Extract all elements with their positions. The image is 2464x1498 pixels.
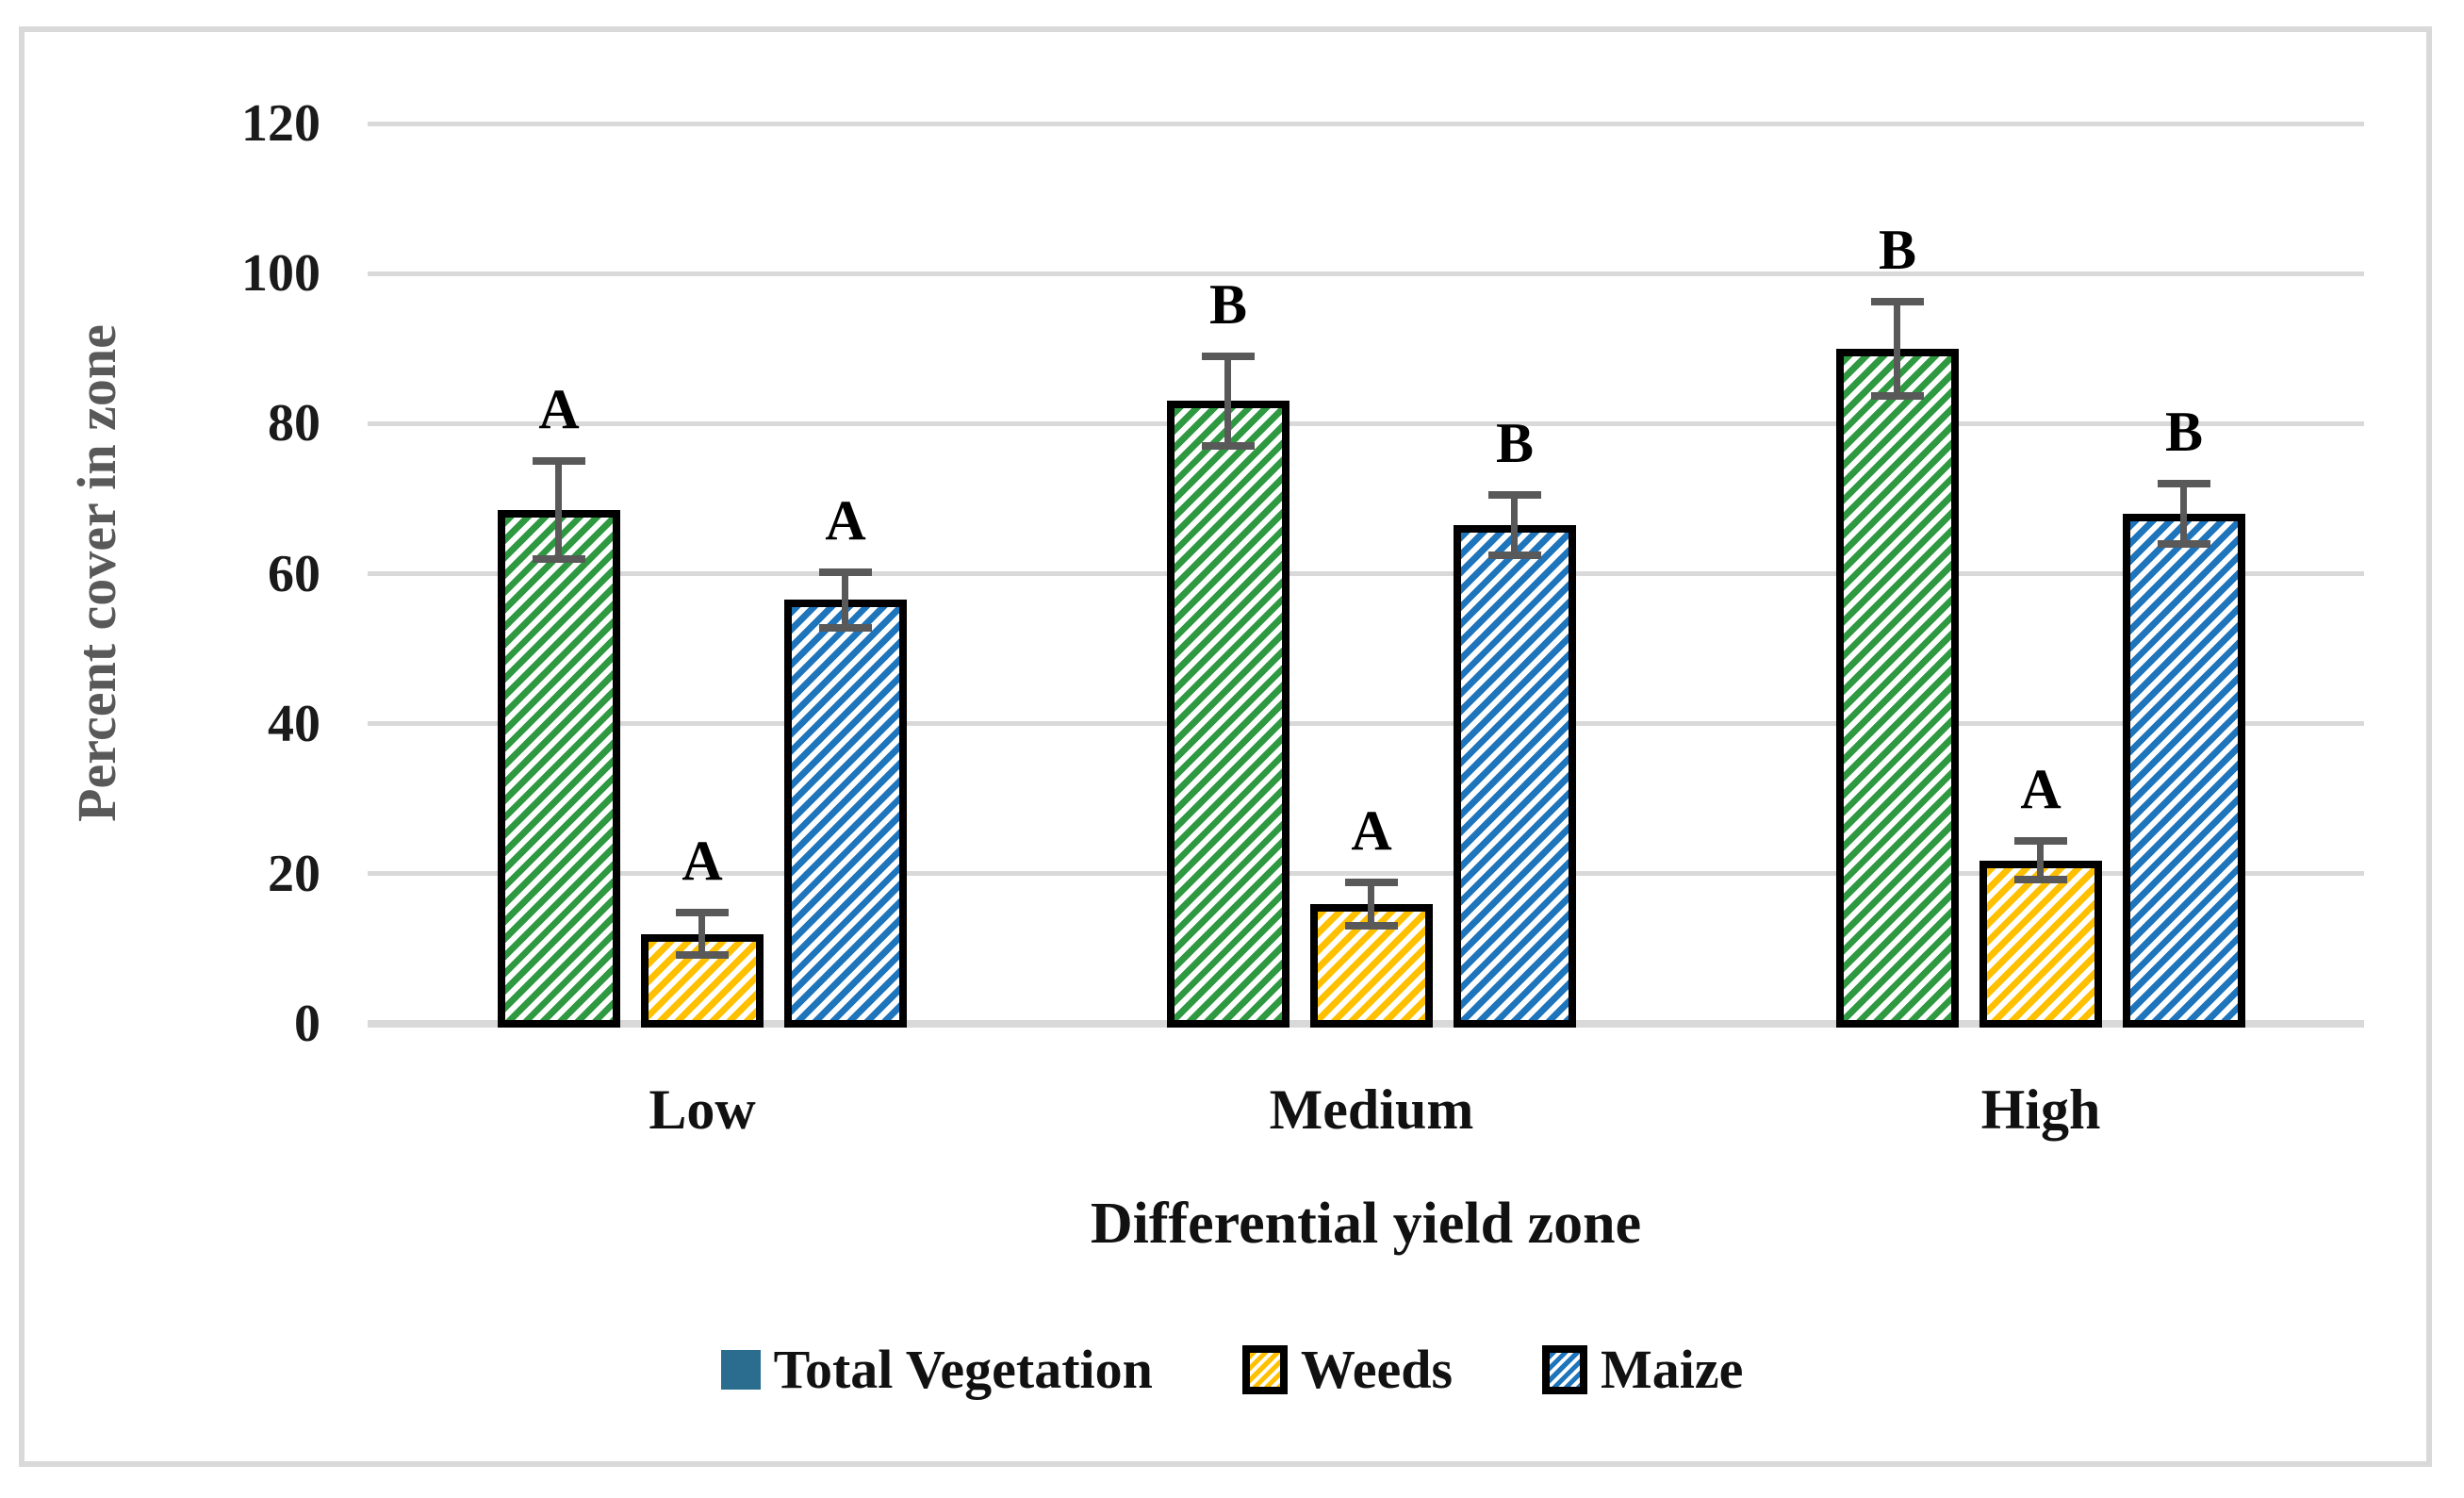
error-bar-weeds-medium [1368,881,1374,926]
error-bar-cap-top-maize-low [819,568,872,576]
bar-maize-high [2123,513,2245,1028]
error-bar-cap-top-total-vegetation-high [1871,297,1924,305]
sig-letter-maize-low: A [825,488,866,551]
bar-total-vegetation-low [498,509,620,1028]
error-bar-cap-top-maize-high [2158,480,2210,487]
x-tick-label-medium: Medium [1269,1078,1474,1141]
x-tick-label-high: High [1980,1078,2101,1141]
error-bar-cap-top-total-vegetation-medium [1202,352,1255,360]
error-bar-total-vegetation-medium [1224,355,1231,447]
y-tick-label-120: 120 [241,94,320,153]
error-bar-cap-bottom-total-vegetation-medium [1202,442,1255,451]
error-bar-cap-bottom-weeds-low [676,950,729,959]
error-bar-cap-top-weeds-low [676,909,729,917]
legend-label-maize: Maize [1601,1339,1744,1400]
error-bar-cap-top-total-vegetation-low [533,457,585,466]
legend-label-total-vegetation: Total Vegetation [773,1339,1153,1400]
bar-maize-medium [1454,524,1576,1028]
legend-label-weeds: Weeds [1300,1339,1454,1400]
gridline-100 [368,271,2364,276]
y-tick-label-20: 20 [268,844,320,903]
sig-letter-weeds-low: A [682,830,723,893]
error-bar-cap-top-maize-medium [1488,490,1541,499]
y-tick-label-100: 100 [241,244,320,304]
error-bar-cap-bottom-maize-medium [1488,551,1541,559]
sig-letter-total-vegetation-high: B [1878,218,1917,281]
error-bar-maize-medium [1511,494,1518,555]
x-axis-title: Differential yield zone [1090,1192,1642,1256]
error-bar-cap-top-weeds-high [2014,836,2067,845]
error-bar-cap-bottom-maize-high [2158,539,2210,548]
x-tick-label-low: Low [649,1078,756,1141]
legend-item-weeds: Weeds [1241,1337,1454,1403]
bar-weeds-high [1979,860,2102,1028]
y-tick-label-0: 0 [294,995,320,1053]
error-bar-weeds-low [698,913,705,955]
error-bar-total-vegetation-high [1894,301,1900,396]
sig-letter-maize-medium: B [1495,411,1535,474]
y-tick-label-40: 40 [268,694,320,753]
error-bar-maize-high [2180,484,2187,544]
sig-letter-total-vegetation-low: A [538,378,580,441]
bar-total-vegetation-high [1836,348,1959,1028]
legend-swatch-weeds [1241,1345,1288,1394]
y-axis-title: Percent cover in zone [66,324,127,822]
y-tick-label-80: 80 [268,394,320,453]
legend-swatch-total-vegetation [720,1350,761,1390]
legend-item-total-vegetation: Total Vegetation [720,1337,1153,1403]
error-bar-maize-low [842,571,848,628]
y-tick-label-60: 60 [268,544,320,603]
legend: Total Vegetation Weeds Maize [0,1337,2464,1403]
error-bar-weeds-high [2037,840,2044,881]
gridline-120 [368,121,2364,126]
sig-letter-total-vegetation-medium: B [1208,272,1248,336]
sig-letter-weeds-medium: A [1351,798,1392,862]
error-bar-cap-bottom-maize-low [819,623,872,632]
sig-letter-maize-high: B [2164,401,2204,463]
legend-item-maize: Maize [1542,1337,1743,1403]
error-bar-total-vegetation-low [555,461,562,559]
bar-total-vegetation-medium [1167,401,1289,1028]
sig-letter-weeds-high: A [2020,757,2062,820]
error-bar-cap-bottom-weeds-medium [1345,921,1398,930]
error-bar-cap-bottom-weeds-high [2014,876,2067,884]
gridline-60 [368,571,2364,576]
error-bar-cap-bottom-total-vegetation-high [1871,391,1924,400]
gridline-80 [368,420,2364,426]
gridline-40 [368,721,2364,727]
legend-swatch-maize [1542,1345,1588,1394]
bar-maize-low [784,600,907,1028]
error-bar-cap-top-weeds-medium [1345,878,1398,886]
error-bar-cap-bottom-total-vegetation-low [533,554,585,563]
gridline-20 [368,871,2364,877]
